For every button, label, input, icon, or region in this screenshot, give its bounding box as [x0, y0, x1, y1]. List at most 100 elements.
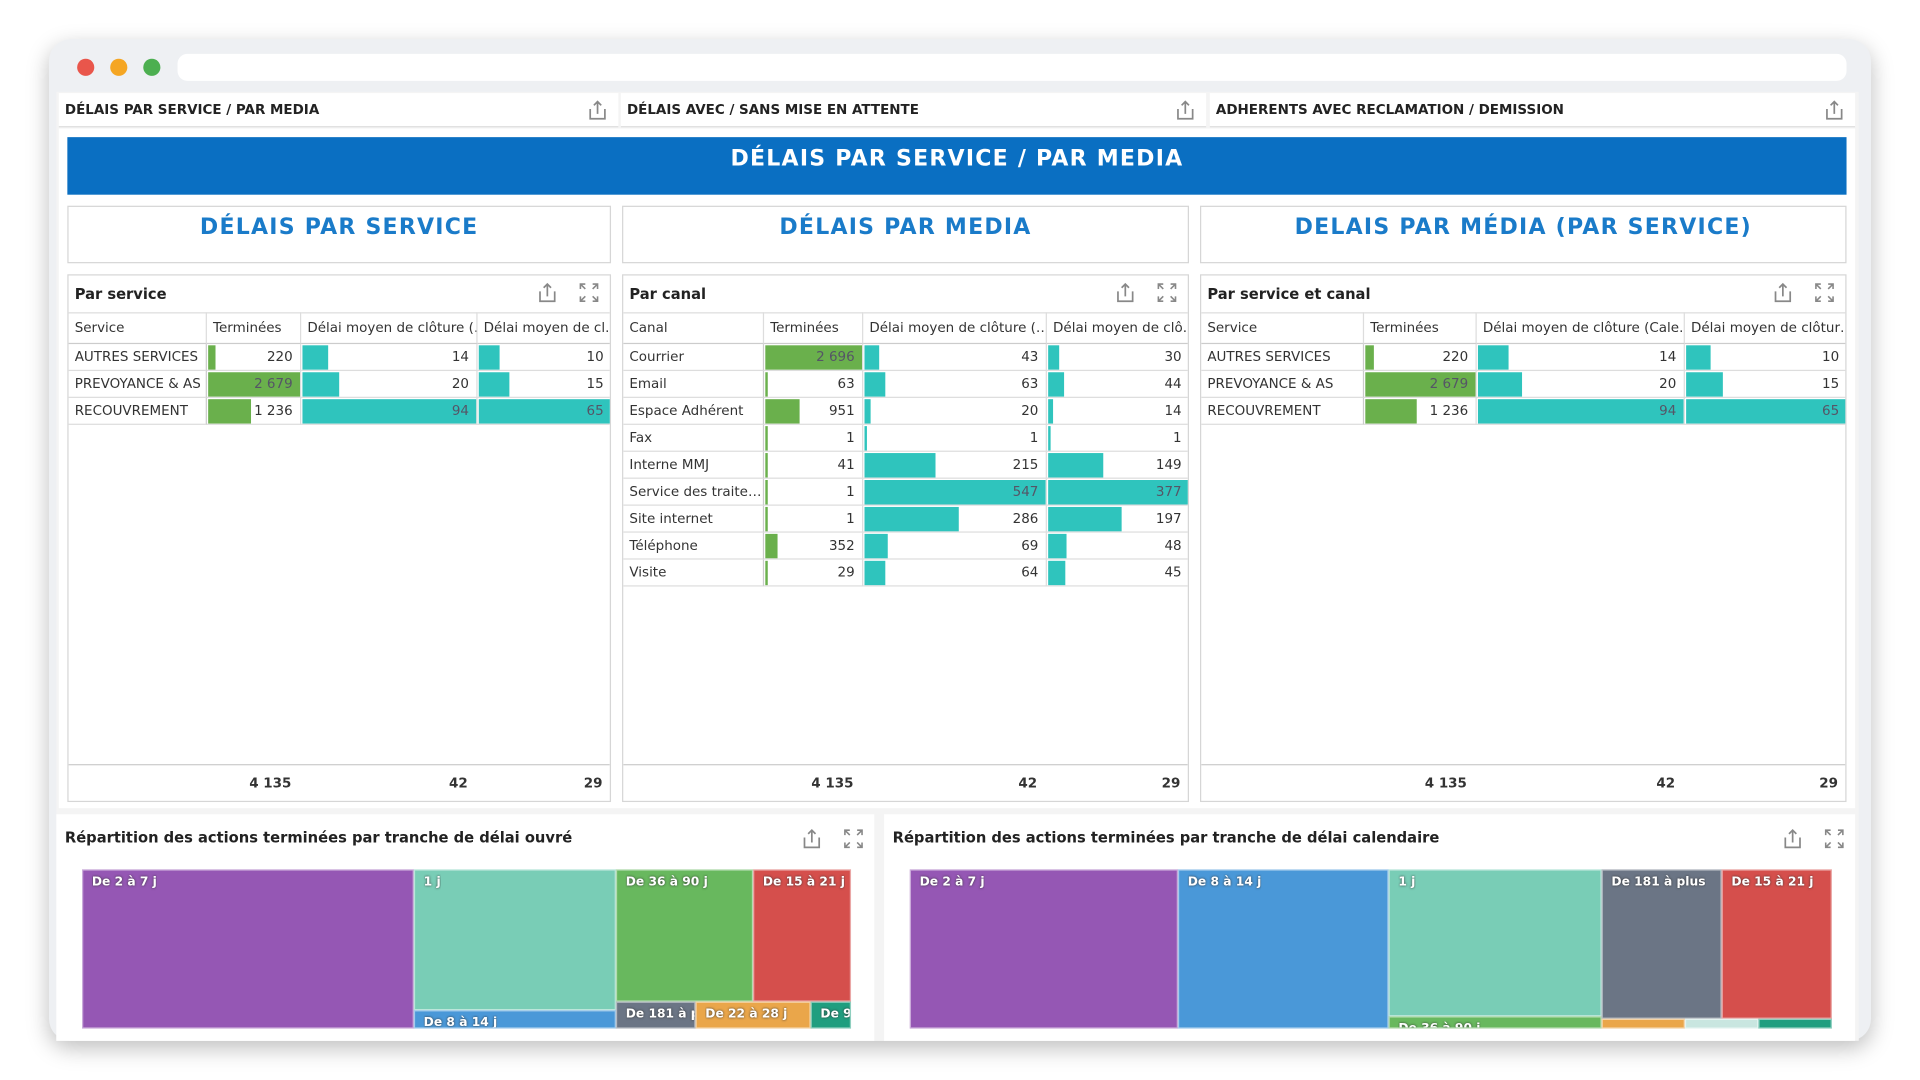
chart-title: Répartition des actions terminées par tr…: [64, 828, 573, 847]
column-header: Délai moyen de clôture (…: [863, 312, 1047, 345]
chart-title: Répartition des actions terminées par tr…: [892, 828, 1440, 847]
table-title: Par service: [74, 285, 167, 303]
expand-icon[interactable]: [1823, 828, 1845, 850]
export-icon[interactable]: [536, 282, 558, 304]
cell-bar: [478, 399, 610, 424]
cell-value: 20: [1659, 375, 1677, 392]
export-icon[interactable]: [1823, 99, 1845, 121]
tab[interactable]: ADHERENTS AVEC RECLAMATION / DEMISSION: [1209, 93, 1856, 128]
row-label: Service des traite…: [623, 478, 765, 506]
column-header: Délai moyen de clôtur…: [1684, 312, 1846, 345]
treemap-tile: De 2 à 7 j: [909, 869, 1178, 1029]
treemap-tile: De 36 à 90 j: [615, 869, 754, 1002]
export-icon[interactable]: [1782, 828, 1804, 850]
cell: 45: [1046, 560, 1188, 587]
cell-value: 10: [1822, 348, 1840, 365]
export-icon[interactable]: [1174, 99, 1196, 121]
row-label: Fax: [623, 424, 765, 452]
cell: 43: [863, 344, 1047, 372]
cell: 951: [764, 397, 864, 425]
expand-icon[interactable]: [1813, 282, 1835, 304]
export-icon[interactable]: [1772, 282, 1794, 304]
cell-value: 215: [1012, 456, 1039, 473]
cell-bar: [765, 533, 778, 559]
cell: 63: [863, 371, 1047, 398]
cell-bar: [1365, 345, 1375, 370]
cell: 14: [1046, 398, 1188, 425]
cell-value: 286: [1012, 510, 1039, 527]
export-icon[interactable]: [587, 99, 609, 121]
cell-bar: [302, 345, 329, 370]
cell: 1 236: [206, 397, 302, 425]
cell-bar: [864, 426, 867, 451]
cell-bar: [1048, 480, 1188, 505]
cell: 65: [477, 398, 610, 425]
cell: 63: [764, 371, 864, 398]
cell-value: 45: [1164, 564, 1182, 581]
cell-value: 14: [451, 348, 469, 365]
treemap-tile: [1684, 1018, 1759, 1029]
tile-label: De 8 à 14 j: [423, 1016, 498, 1029]
expand-icon[interactable]: [578, 282, 600, 304]
cell-value: 377: [1155, 483, 1182, 500]
cell-bar: [864, 345, 879, 370]
cell-value: 20: [451, 375, 469, 392]
cell-value: 14: [1659, 348, 1677, 365]
export-icon[interactable]: [801, 828, 823, 850]
cell-bar: [208, 399, 251, 424]
cell-value: 65: [1822, 402, 1840, 419]
cell: 94: [1476, 397, 1685, 425]
tab[interactable]: DÉLAIS PAR SERVICE / PAR MEDIA: [58, 93, 619, 128]
cell-value: 547: [1012, 483, 1039, 500]
tile-label: De 22 à 28 j: [705, 1007, 788, 1022]
footer-line: [623, 764, 1188, 766]
tile-label: De 15 à 21 j: [762, 875, 845, 889]
cell: 197: [1046, 506, 1188, 533]
column-header: Délai moyen de clôture (Cale…: [1476, 312, 1685, 345]
cell: 220: [1364, 344, 1477, 372]
expand-icon[interactable]: [1156, 282, 1178, 304]
cell-value: 1: [846, 483, 855, 500]
treemap-tile: De 15 à 21 j: [1721, 869, 1832, 1019]
cell-bar: [864, 480, 1046, 505]
cell-value: 69: [1021, 537, 1039, 554]
cell-value: 30: [1164, 348, 1182, 365]
cell-value: 63: [1021, 375, 1039, 392]
cell-bar: [864, 399, 872, 424]
cell-bar: [478, 372, 510, 397]
cell: 1 236: [1364, 397, 1477, 425]
tile-label: De 8 à 14 j: [1187, 875, 1262, 889]
treemap-tile: 1 j: [413, 869, 616, 1011]
cell-bar: [1477, 399, 1684, 424]
row-label: Courrier: [623, 344, 765, 372]
cell-value: 15: [1822, 375, 1840, 392]
cell: 15: [477, 371, 610, 398]
section-header: DELAIS PAR MÉDIA (PAR SERVICE): [1200, 205, 1847, 264]
cell: 41: [764, 451, 864, 479]
tab-label: DÉLAIS PAR SERVICE / PAR MEDIA: [64, 101, 320, 118]
cell-value: 1 236: [254, 402, 293, 419]
cell-value: 2 679: [1429, 375, 1469, 392]
row-label: Espace Adhérent: [623, 397, 765, 425]
treemap-tile: De 181 à plus: [1601, 869, 1722, 1019]
cell: 64: [863, 559, 1047, 587]
export-icon[interactable]: [1114, 282, 1136, 304]
section-header: DÉLAIS PAR MEDIA: [622, 205, 1189, 264]
cell-bar: [864, 533, 888, 559]
cell: 30: [1046, 344, 1188, 372]
expand-icon[interactable]: [842, 828, 864, 850]
cell-value: 1: [846, 510, 855, 527]
cell-bar: [765, 480, 768, 505]
cell-bar: [302, 372, 340, 397]
cell-bar: [864, 560, 886, 586]
total: 4 135: [249, 775, 292, 792]
cell: 547: [863, 478, 1047, 506]
tab[interactable]: DÉLAIS AVEC / SANS MISE EN ATTENTE: [620, 93, 1207, 128]
cell: 44: [1046, 371, 1188, 398]
row-label: PREVOYANCE & AS: [68, 371, 207, 398]
row-label: PREVOYANCE & AS: [1201, 371, 1365, 398]
column-header: Terminées: [206, 312, 302, 345]
cell-value: 15: [586, 375, 604, 392]
footer-line: [68, 764, 610, 766]
